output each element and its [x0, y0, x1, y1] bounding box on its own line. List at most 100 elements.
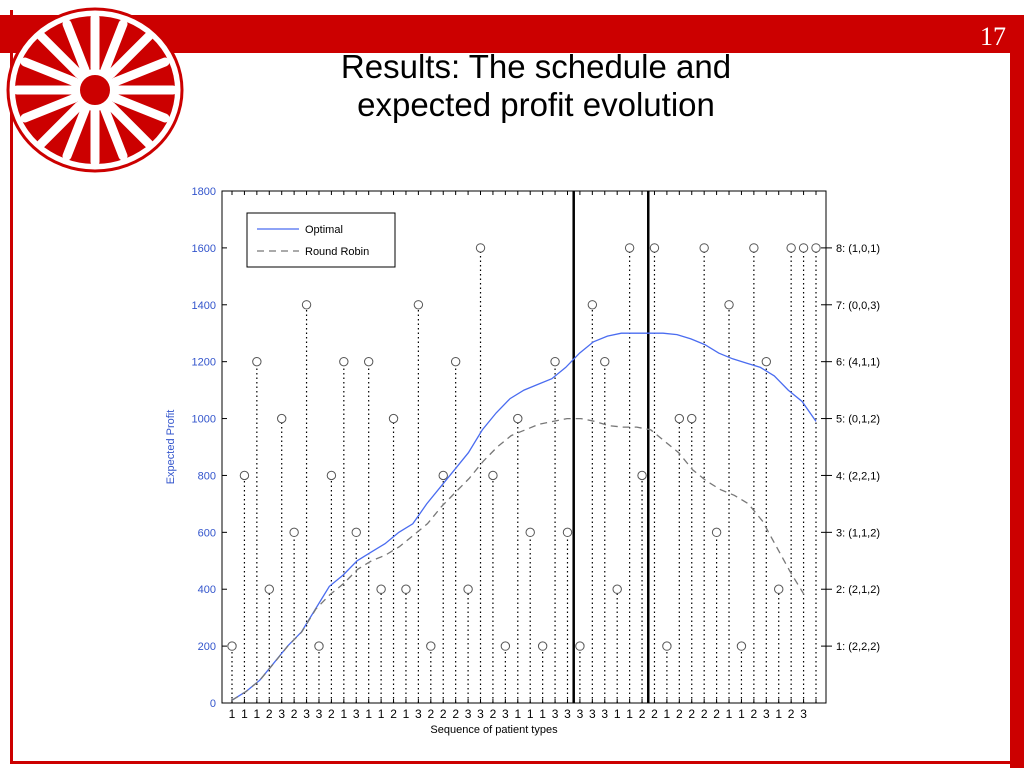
schedule-marker: [513, 413, 523, 424]
schedule-marker: [749, 243, 759, 253]
optimal-series-line: [231, 332, 817, 701]
title-line-1: Results: The schedule and: [340, 48, 732, 85]
x-tick-label: 2: [788, 707, 795, 721]
x-tick-label: 1: [614, 707, 621, 721]
schedule-marker: [736, 641, 747, 651]
x-tick-label: 2: [701, 707, 708, 721]
right-axis-label: 3: (1,1,2): [836, 527, 880, 539]
schedule-marker: [662, 641, 672, 651]
x-tick-label: 1: [241, 707, 248, 721]
x-tick-label: 2: [751, 707, 758, 721]
x-tick-label: 2: [266, 707, 273, 721]
schedule-marker: [475, 243, 486, 253]
schedule-marker: [761, 356, 771, 367]
x-tick-label: 3: [502, 707, 509, 721]
y-tick-label: 600: [198, 527, 216, 539]
x-tick-label: 2: [440, 707, 447, 721]
slide-title: Results: The schedule and expected profi…: [236, 48, 836, 124]
schedule-marker: [537, 641, 548, 651]
x-tick-label: 2: [676, 707, 683, 721]
y-tick-label: 1400: [192, 300, 216, 312]
legend-label: Round Robin: [305, 246, 369, 258]
schedule-marker: [488, 470, 498, 481]
y-tick-label: 1800: [192, 186, 216, 198]
y-tick-label: 200: [198, 641, 216, 653]
right-axis-label: 8: (1,0,1): [836, 243, 880, 255]
x-tick-label: 3: [763, 707, 770, 721]
schedule-marker: [227, 641, 237, 651]
schedule-marker: [600, 356, 610, 367]
x-tick-label: 1: [664, 707, 671, 721]
schedule-marker: [376, 584, 386, 594]
schedule-marker: [500, 641, 511, 651]
schedule-marker: [774, 584, 784, 594]
x-tick-label: 3: [465, 707, 472, 721]
x-tick-label: 3: [316, 707, 323, 721]
x-tick-label: 3: [577, 707, 584, 721]
schedule-marker: [786, 243, 796, 253]
schedule-marker: [301, 300, 312, 310]
right-axis-label: 7: (0,0,3): [836, 300, 880, 312]
right-axis-label: 4: (2,2,1): [836, 470, 880, 482]
plot-area: [221, 190, 827, 704]
schedule-marker: [413, 300, 424, 310]
schedule-marker: [525, 527, 535, 538]
x-tick-label: 2: [490, 707, 497, 721]
schedule-marker: [674, 413, 685, 424]
schedule-marker: [550, 356, 560, 367]
x-tick-label: 2: [713, 707, 720, 721]
right-axis-label: 2: (2,1,2): [836, 584, 880, 596]
schedule-marker: [575, 641, 585, 651]
x-tick-label: 2: [639, 707, 646, 721]
y-tick-label: 400: [198, 584, 216, 596]
schedule-marker: [612, 584, 622, 594]
x-tick-label: 1: [403, 707, 410, 721]
x-tick-label: 1: [738, 707, 745, 721]
x-tick-label: 3: [477, 707, 484, 721]
right-axis-label: 6: (4,1,1): [836, 357, 880, 369]
x-tick-label: 1: [775, 707, 782, 721]
x-tick-label: 1: [229, 707, 236, 721]
schedule-marker: [624, 243, 635, 253]
schedule-marker: [711, 527, 722, 538]
y-axis-title: Expected Profit: [165, 410, 177, 485]
legend-box: [246, 212, 396, 268]
x-tick-label: 1: [527, 707, 534, 721]
schedule-marker: [687, 413, 697, 424]
schedule-marker: [363, 356, 374, 367]
schedule-marker: [637, 470, 647, 481]
x-tick-label: 3: [552, 707, 559, 721]
y-tick-label: 1600: [192, 243, 216, 255]
x-tick-label: 3: [601, 707, 608, 721]
right-border-bar: [1010, 15, 1024, 768]
title-line-2: expected profit evolution: [357, 86, 715, 123]
title-bar: [0, 15, 1024, 53]
x-tick-label: 3: [278, 707, 285, 721]
schedule-marker: [264, 584, 274, 594]
schedule-marker: [289, 527, 299, 538]
schedule-marker: [326, 470, 337, 481]
schedule-marker: [314, 641, 324, 651]
x-tick-label: 3: [415, 707, 422, 721]
schedule-marker: [724, 300, 734, 310]
slide-number: 17: [980, 22, 1006, 51]
schedule-marker: [351, 527, 361, 538]
x-tick-label: 3: [589, 707, 596, 721]
x-tick-label: 1: [365, 707, 372, 721]
x-tick-label: 3: [303, 707, 310, 721]
x-tick-label: 1: [340, 707, 347, 721]
schedule-marker: [426, 641, 436, 651]
schedule-marker: [463, 584, 473, 594]
profit-chart: 0 200 400 600 800 1000 1200 1400 1600 1800 1: (2,2…: [165, 186, 880, 736]
y-tick-label: 800: [198, 470, 216, 482]
schedule-marker: [587, 300, 598, 310]
y-tick-label: 0: [210, 698, 216, 710]
schedule-marker: [438, 470, 448, 481]
x-tick-label: 1: [726, 707, 733, 721]
schedule-marker: [811, 243, 821, 253]
schedule-marker: [798, 243, 809, 253]
schedule-marker: [699, 243, 709, 253]
x-tick-label: 2: [427, 707, 434, 721]
schedule-marker: [649, 243, 660, 253]
schedule-marker: [388, 413, 399, 424]
